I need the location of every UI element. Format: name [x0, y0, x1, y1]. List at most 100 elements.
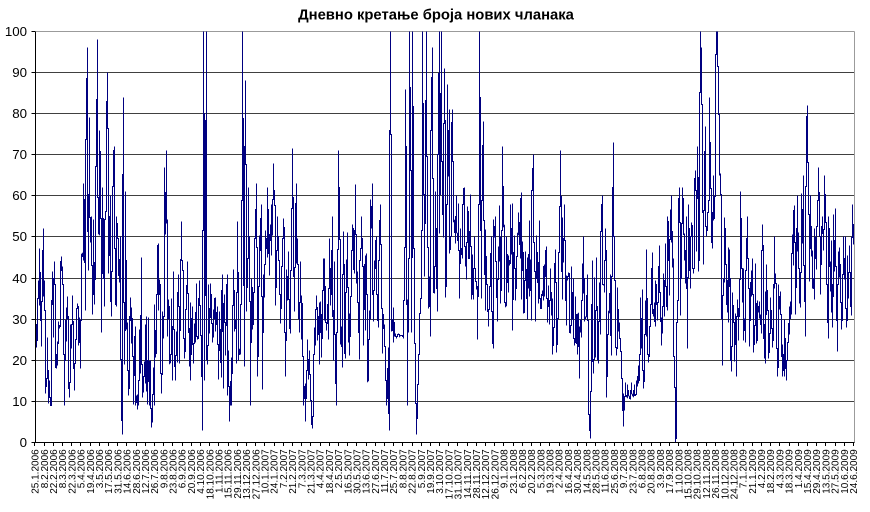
svg-text:23.1.2008: 23.1.2008 — [509, 449, 520, 494]
svg-text:22.2.2006: 22.2.2006 — [49, 449, 60, 494]
svg-text:70: 70 — [12, 147, 27, 162]
svg-text:21.2.2007: 21.2.2007 — [288, 449, 299, 494]
svg-text:5.3.2008: 5.3.2008 — [536, 449, 547, 488]
svg-text:4.3.2009: 4.3.2009 — [775, 449, 786, 488]
svg-text:21.1.2009: 21.1.2009 — [748, 449, 759, 494]
svg-text:13.5.2009: 13.5.2009 — [821, 449, 832, 494]
svg-text:26.11.2008: 26.11.2008 — [711, 449, 722, 499]
svg-text:15.10.2008: 15.10.2008 — [683, 449, 694, 499]
svg-text:15.11.2006: 15.11.2006 — [224, 449, 235, 499]
svg-text:6.8.2008: 6.8.2008 — [638, 449, 649, 488]
svg-text:10.12.2008: 10.12.2008 — [720, 449, 731, 499]
svg-text:23.8.2006: 23.8.2006 — [169, 449, 180, 494]
svg-text:22.3.2006: 22.3.2006 — [67, 449, 78, 494]
svg-text:90: 90 — [12, 65, 27, 80]
svg-text:10: 10 — [12, 394, 27, 409]
svg-text:19.4.2006: 19.4.2006 — [86, 449, 97, 494]
svg-text:28.6.2006: 28.6.2006 — [132, 449, 143, 494]
svg-text:5.9.2007: 5.9.2007 — [417, 449, 428, 488]
svg-text:1.4.2009: 1.4.2009 — [794, 449, 805, 488]
svg-text:20.2.2008: 20.2.2008 — [527, 449, 538, 494]
svg-text:20: 20 — [12, 353, 27, 368]
svg-text:6.2.2008: 6.2.2008 — [518, 449, 529, 488]
svg-text:31.10.2007: 31.10.2007 — [454, 449, 465, 499]
svg-text:16.4.2008: 16.4.2008 — [564, 449, 575, 494]
svg-text:24.12.2008: 24.12.2008 — [729, 449, 740, 499]
svg-text:9.1.2008: 9.1.2008 — [500, 449, 511, 488]
svg-text:3.10.2007: 3.10.2007 — [435, 449, 446, 494]
svg-text:13.12.2006: 13.12.2006 — [242, 449, 253, 499]
svg-text:8.3.2006: 8.3.2006 — [58, 449, 69, 488]
svg-text:11.7.2007: 11.7.2007 — [380, 449, 391, 493]
svg-text:18.10.2006: 18.10.2006 — [205, 449, 216, 499]
svg-text:18.2.2009: 18.2.2009 — [766, 449, 777, 494]
svg-text:9.7.2008: 9.7.2008 — [619, 449, 630, 488]
svg-text:25.6.2008: 25.6.2008 — [610, 449, 621, 494]
svg-text:29.4.2009: 29.4.2009 — [812, 449, 823, 494]
svg-text:14.5.2008: 14.5.2008 — [582, 449, 593, 494]
svg-text:4.2.2009: 4.2.2009 — [757, 449, 768, 488]
svg-text:29.10.2008: 29.10.2008 — [693, 449, 704, 499]
svg-text:15.4.2009: 15.4.2009 — [803, 449, 814, 494]
svg-text:27.5.2009: 27.5.2009 — [831, 449, 842, 494]
svg-text:22.8.2007: 22.8.2007 — [408, 449, 419, 494]
svg-text:26.7.2006: 26.7.2006 — [150, 449, 161, 494]
svg-text:30: 30 — [12, 312, 27, 327]
svg-text:5.4.2006: 5.4.2006 — [77, 449, 88, 488]
svg-text:7.1.2009: 7.1.2009 — [739, 449, 750, 488]
svg-text:27.6.2007: 27.6.2007 — [371, 449, 382, 494]
svg-text:60: 60 — [12, 188, 27, 203]
svg-text:12.7.2006: 12.7.2006 — [141, 449, 152, 494]
svg-text:20.8.2008: 20.8.2008 — [647, 449, 658, 494]
svg-text:17.5.2006: 17.5.2006 — [104, 449, 115, 494]
svg-text:20.9.2006: 20.9.2006 — [187, 449, 198, 494]
svg-text:17.9.2008: 17.9.2008 — [665, 449, 676, 494]
svg-text:8.2.2006: 8.2.2006 — [40, 449, 51, 488]
svg-text:50: 50 — [12, 229, 27, 244]
svg-text:26.12.2007: 26.12.2007 — [490, 449, 501, 499]
svg-text:19.3.2008: 19.3.2008 — [546, 449, 557, 494]
svg-text:10.1.2007: 10.1.2007 — [260, 449, 271, 494]
svg-text:28.11.2007: 28.11.2007 — [472, 449, 483, 499]
svg-text:1.11.2006: 1.11.2006 — [215, 449, 226, 493]
svg-text:25.7.2007: 25.7.2007 — [389, 449, 400, 494]
svg-text:28.5.2008: 28.5.2008 — [592, 449, 603, 494]
svg-text:14.11.2007: 14.11.2007 — [463, 449, 474, 499]
svg-text:80: 80 — [12, 106, 27, 121]
svg-text:8.8.2007: 8.8.2007 — [398, 449, 409, 488]
svg-text:21.3.2007: 21.3.2007 — [306, 449, 317, 494]
svg-text:18.4.2007: 18.4.2007 — [325, 449, 336, 494]
svg-text:19.9.2007: 19.9.2007 — [426, 449, 437, 494]
svg-text:40: 40 — [12, 271, 27, 286]
svg-text:3.9.2008: 3.9.2008 — [656, 449, 667, 488]
svg-text:30.4.2008: 30.4.2008 — [573, 449, 584, 494]
svg-text:11.6.2008: 11.6.2008 — [601, 449, 612, 493]
svg-text:7.2.2007: 7.2.2007 — [279, 449, 290, 488]
svg-text:6.9.2006: 6.9.2006 — [178, 449, 189, 488]
svg-text:0: 0 — [20, 435, 27, 450]
svg-text:31.5.2006: 31.5.2006 — [113, 449, 124, 494]
svg-text:4.10.2006: 4.10.2006 — [196, 449, 207, 494]
svg-text:30.5.2007: 30.5.2007 — [352, 449, 363, 494]
svg-text:14.6.2006: 14.6.2006 — [123, 449, 134, 494]
svg-text:17.10.2007: 17.10.2007 — [444, 449, 455, 499]
svg-text:24.1.2007: 24.1.2007 — [270, 449, 281, 494]
svg-text:9.8.2006: 9.8.2006 — [159, 449, 170, 488]
svg-text:27.12.2006: 27.12.2006 — [251, 449, 262, 499]
svg-text:13.6.2007: 13.6.2007 — [362, 449, 373, 494]
svg-text:7.3.2007: 7.3.2007 — [297, 449, 308, 488]
svg-text:4.4.2007: 4.4.2007 — [316, 449, 327, 488]
svg-text:2.4.2008: 2.4.2008 — [555, 449, 566, 488]
svg-text:10.6.2009: 10.6.2009 — [840, 449, 851, 494]
svg-text:Дневно кретање броја нових чла: Дневно кретање броја нових чланака — [298, 8, 575, 24]
svg-text:25.1.2006: 25.1.2006 — [31, 449, 42, 494]
svg-text:3.5.2006: 3.5.2006 — [95, 449, 106, 488]
svg-text:1.10.2008: 1.10.2008 — [674, 449, 685, 494]
svg-text:16.5.2007: 16.5.2007 — [343, 449, 354, 494]
svg-text:100: 100 — [5, 24, 27, 39]
svg-text:2.5.2007: 2.5.2007 — [334, 449, 345, 488]
svg-text:12.12.2007: 12.12.2007 — [481, 449, 492, 499]
svg-text:24.6.2009: 24.6.2009 — [849, 449, 860, 494]
svg-text:12.11.2008: 12.11.2008 — [702, 449, 713, 499]
svg-text:23.7.2008: 23.7.2008 — [628, 449, 639, 494]
